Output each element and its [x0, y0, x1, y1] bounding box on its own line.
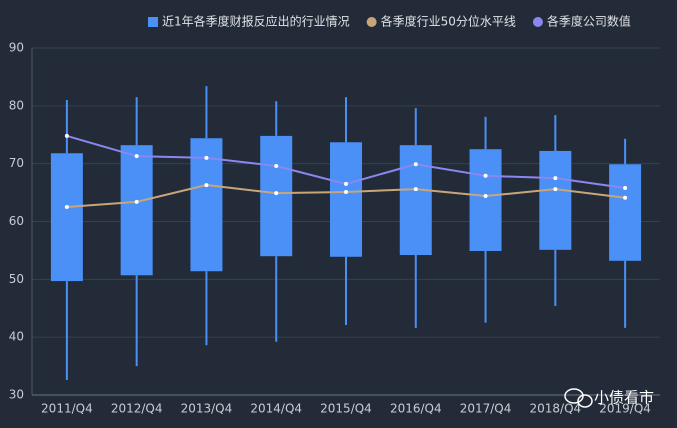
- x-tick-label: 2015/Q4: [320, 402, 372, 416]
- point: [134, 199, 139, 204]
- point: [274, 163, 279, 168]
- point: [483, 194, 488, 199]
- y-tick-label: 30: [9, 388, 24, 402]
- y-tick-label: 90: [9, 41, 24, 55]
- box: [469, 149, 502, 251]
- point: [204, 183, 209, 188]
- point: [413, 187, 418, 192]
- point: [623, 195, 628, 200]
- point: [483, 173, 488, 178]
- point: [274, 191, 279, 196]
- box: [609, 164, 642, 261]
- y-tick-label: 60: [9, 214, 24, 228]
- watermark: 小债看市: [594, 389, 654, 407]
- box: [120, 145, 153, 276]
- x-tick-label: 2012/Q4: [111, 402, 163, 416]
- point: [344, 190, 348, 195]
- y-tick-label: 80: [9, 98, 24, 112]
- box: [399, 145, 432, 256]
- y-tick-label: 50: [9, 272, 24, 286]
- box: [330, 142, 362, 257]
- point: [553, 187, 558, 192]
- box: [190, 138, 223, 272]
- box: [50, 153, 83, 282]
- legend-swatch: [532, 17, 543, 27]
- x-tick-label: 2016/Q4: [390, 402, 442, 416]
- x-tick-label: 2019/Q4: [599, 402, 651, 416]
- x-tick-label: 2018/Q4: [529, 402, 581, 416]
- y-tick-label: 70: [9, 156, 24, 170]
- x-tick-label: 2013/Q4: [181, 402, 233, 416]
- point: [413, 162, 418, 167]
- box: [539, 150, 572, 250]
- box: [260, 135, 293, 257]
- x-tick-label: 2014/Q4: [250, 402, 302, 416]
- point: [64, 205, 69, 210]
- point: [204, 155, 209, 160]
- legend-swatch: [366, 17, 377, 27]
- y-tick-label: 40: [9, 330, 24, 344]
- point: [344, 181, 348, 186]
- legend-label: 各季度公司数值: [547, 14, 631, 29]
- point: [64, 133, 69, 138]
- legend-label: 各季度行业50分位水平线: [381, 14, 516, 29]
- legend-label: 近1年各季度财报反应出的行业情况: [162, 14, 350, 29]
- point: [623, 185, 628, 190]
- x-tick-label: 2017/Q4: [460, 402, 512, 416]
- x-tick-label: 2011/Q4: [41, 402, 93, 416]
- legend-swatch: [148, 17, 158, 27]
- point: [553, 176, 558, 181]
- point: [134, 154, 139, 159]
- watermark-icon: [564, 388, 593, 408]
